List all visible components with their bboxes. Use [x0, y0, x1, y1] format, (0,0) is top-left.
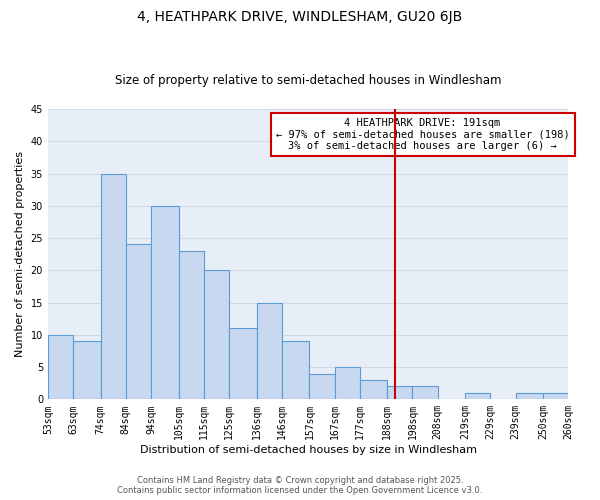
Y-axis label: Number of semi-detached properties: Number of semi-detached properties — [15, 151, 25, 357]
Bar — [388, 386, 412, 400]
Bar — [229, 328, 257, 400]
X-axis label: Distribution of semi-detached houses by size in Windlesham: Distribution of semi-detached houses by … — [140, 445, 476, 455]
Bar — [465, 393, 490, 400]
Bar — [179, 251, 204, 400]
Bar — [335, 367, 359, 400]
Bar — [543, 393, 568, 400]
Text: 4, HEATHPARK DRIVE, WINDLESHAM, GU20 6JB: 4, HEATHPARK DRIVE, WINDLESHAM, GU20 6JB — [137, 10, 463, 24]
Bar — [126, 244, 151, 400]
Bar — [257, 302, 282, 400]
Bar — [73, 342, 101, 400]
Bar — [412, 386, 437, 400]
Text: 4 HEATHPARK DRIVE: 191sqm
← 97% of semi-detached houses are smaller (198)
3% of : 4 HEATHPARK DRIVE: 191sqm ← 97% of semi-… — [276, 118, 569, 151]
Bar — [101, 174, 126, 400]
Bar — [204, 270, 229, 400]
Bar — [359, 380, 388, 400]
Bar — [515, 393, 543, 400]
Bar — [310, 374, 335, 400]
Bar — [151, 206, 179, 400]
Title: Size of property relative to semi-detached houses in Windlesham: Size of property relative to semi-detach… — [115, 74, 502, 87]
Bar — [282, 342, 310, 400]
Bar — [48, 335, 73, 400]
Text: Contains HM Land Registry data © Crown copyright and database right 2025.
Contai: Contains HM Land Registry data © Crown c… — [118, 476, 482, 495]
